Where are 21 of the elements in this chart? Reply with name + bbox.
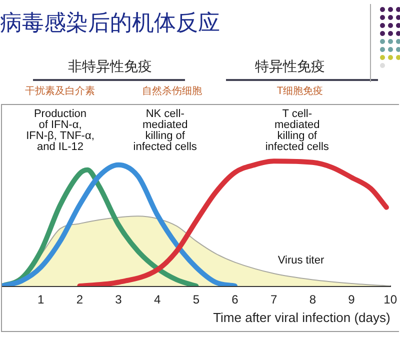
x-tick-label: 8	[309, 292, 316, 307]
series-label: NK cell- mediated killing of infected cells	[133, 108, 198, 153]
x-tick-label: 9	[348, 292, 356, 307]
series-label: Virus titer	[278, 254, 324, 267]
text: 自然杀伤细胞	[142, 85, 202, 98]
text: 干扰素及白介素	[25, 84, 95, 98]
text: 特异性免疫	[255, 58, 325, 76]
series-label: T cell- mediated killing of infected cells	[265, 108, 330, 153]
x-tick-label: 6	[232, 292, 239, 307]
series-label: Production of IFN-α, IFN-β, TNF-α, and IL-12	[26, 108, 94, 153]
x-tick-label: 1	[37, 292, 44, 307]
x-tick-label: 10	[384, 292, 398, 307]
x-tick-label: 4	[154, 292, 161, 307]
x-tick-label: 2	[76, 292, 84, 307]
x-tick-label: 3	[115, 292, 122, 307]
x-tick-label: 7	[270, 292, 278, 307]
text: T细胞免疫	[276, 84, 324, 98]
text: 非特异性免疫	[68, 58, 152, 76]
chart-title: 病毒感染后的机体反应	[0, 10, 220, 38]
x-tick-label: 5	[192, 292, 200, 307]
x-axis-title: Time after viral infection (days)	[213, 310, 390, 325]
